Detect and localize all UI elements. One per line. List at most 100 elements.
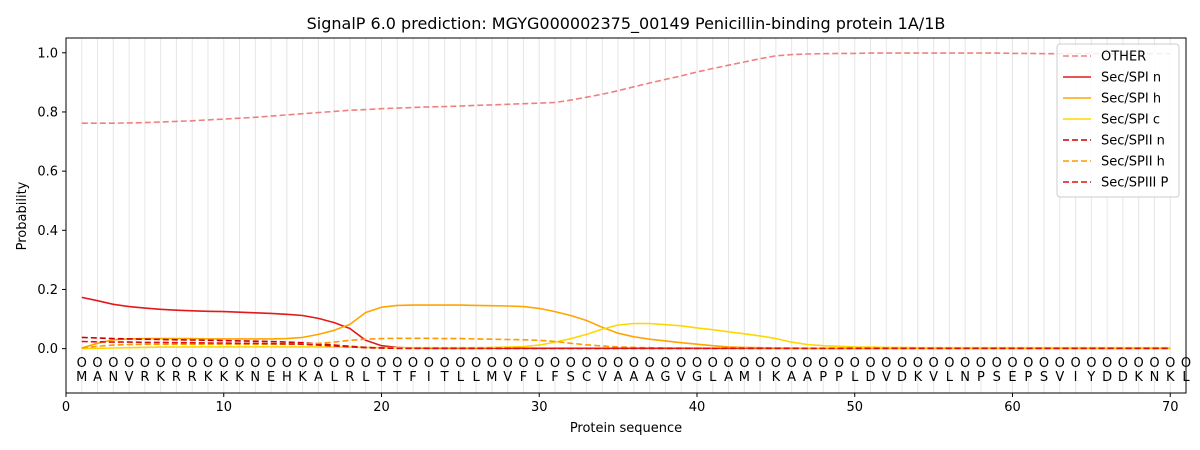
sequence-marker: O bbox=[487, 356, 497, 371]
sequence-marker: O bbox=[1149, 356, 1159, 371]
legend-label: Sec/SPII h bbox=[1101, 155, 1165, 170]
series-line-0 bbox=[81, 52, 1171, 124]
sequence-marker: O bbox=[92, 356, 102, 371]
sequence-marker: O bbox=[613, 356, 623, 371]
sequence-letter: M bbox=[76, 370, 87, 385]
sequence-letter: N bbox=[250, 370, 260, 385]
sequence-letter: P bbox=[835, 370, 843, 385]
y-tick-label: 1.0 bbox=[37, 46, 58, 61]
legend-label: Sec/SPII n bbox=[1101, 134, 1165, 149]
sequence-letter: V bbox=[882, 370, 891, 385]
sequence-letter: C bbox=[582, 370, 591, 385]
sequence-letter: N bbox=[108, 370, 118, 385]
sequence-marker: O bbox=[802, 356, 812, 371]
sequence-letter: V bbox=[677, 370, 686, 385]
sequence-letter: K bbox=[1166, 370, 1175, 385]
sequence-letter: S bbox=[567, 370, 575, 385]
sequence-letter: F bbox=[551, 370, 558, 385]
sequence-marker: O bbox=[1118, 356, 1128, 371]
sequence-letter: V bbox=[1055, 370, 1064, 385]
sequence-marker: O bbox=[282, 356, 292, 371]
sequence-marker: O bbox=[944, 356, 954, 371]
sequence-marker: O bbox=[723, 356, 733, 371]
sequence-letter: R bbox=[172, 370, 181, 385]
sequence-letter: D bbox=[865, 370, 875, 385]
sequence-marker: O bbox=[108, 356, 118, 371]
sequence-marker: O bbox=[897, 356, 907, 371]
sequence-marker: O bbox=[739, 356, 749, 371]
legend: OTHER Sec/SPI n Sec/SPI h Sec/SPI c Sec/SPII… bbox=[1056, 43, 1180, 198]
sequence-marker: O bbox=[439, 356, 449, 371]
sequence-letter: A bbox=[724, 370, 733, 385]
sequence-letter: L bbox=[331, 370, 339, 385]
sequence-marker: O bbox=[913, 356, 923, 371]
sequence-letter: P bbox=[819, 370, 827, 385]
sequence-marker: O bbox=[692, 356, 702, 371]
sequence-marker: O bbox=[1070, 356, 1080, 371]
sequence-letter: R bbox=[188, 370, 197, 385]
sequence-letter: V bbox=[503, 370, 512, 385]
sequence-marker: O bbox=[471, 356, 481, 371]
sequence-marker: O bbox=[408, 356, 418, 371]
sequence-marker: O bbox=[1086, 356, 1096, 371]
sequence-letter: V bbox=[598, 370, 607, 385]
sequence-marker: O bbox=[881, 356, 891, 371]
x-tick-label: 30 bbox=[531, 400, 548, 415]
sequence-letter: T bbox=[440, 370, 449, 385]
sequence-marker: O bbox=[645, 356, 655, 371]
sequence-letter: L bbox=[536, 370, 544, 385]
sequence-letter: I bbox=[758, 370, 762, 385]
sequence-marker: O bbox=[1102, 356, 1112, 371]
sequence-marker: O bbox=[771, 356, 781, 371]
sequence-marker: O bbox=[976, 356, 986, 371]
sequence-letter: L bbox=[709, 370, 717, 385]
sequence-marker: O bbox=[329, 356, 339, 371]
y-tick-label: 0.4 bbox=[37, 224, 58, 239]
legend-label: Sec/SPI c bbox=[1101, 113, 1160, 128]
sequence-letter: M bbox=[739, 370, 750, 385]
sequence-marker: O bbox=[203, 356, 213, 371]
legend-label: Sec/SPI h bbox=[1101, 92, 1161, 107]
x-tick-label: 50 bbox=[846, 400, 863, 415]
sequence-letter: L bbox=[946, 370, 954, 385]
sequence-marker: O bbox=[1165, 356, 1175, 371]
sequence-letter: T bbox=[377, 370, 386, 385]
sequence-letter: H bbox=[282, 370, 292, 385]
series-line-6 bbox=[81, 340, 1171, 350]
sequence-marker: O bbox=[581, 356, 591, 371]
sequence-letter: N bbox=[960, 370, 970, 385]
sequence-letter: V bbox=[929, 370, 938, 385]
sequence-marker: O bbox=[960, 356, 970, 371]
y-tick-label: 0.2 bbox=[37, 283, 58, 298]
sequence-letter: N bbox=[1150, 370, 1160, 385]
sequence-letter: L bbox=[851, 370, 859, 385]
sequence-letter: G bbox=[660, 370, 670, 385]
sequence-letter: K bbox=[156, 370, 165, 385]
sequence-letter: K bbox=[235, 370, 244, 385]
sequence-marker: O bbox=[629, 356, 639, 371]
sequence-letter: V bbox=[125, 370, 134, 385]
sequence-letter: A bbox=[614, 370, 623, 385]
sequence-letter: D bbox=[1118, 370, 1128, 385]
sequence-marker: O bbox=[550, 356, 560, 371]
sequence-letter: F bbox=[520, 370, 527, 385]
sequence-marker: O bbox=[361, 356, 371, 371]
x-axis-title: Protein sequence bbox=[570, 421, 682, 436]
sequence-letter: K bbox=[772, 370, 781, 385]
y-tick-label: 0.6 bbox=[37, 165, 58, 180]
sequence-letter: A bbox=[645, 370, 654, 385]
sequence-marker: O bbox=[234, 356, 244, 371]
sequence-letter: S bbox=[1040, 370, 1048, 385]
sequence-marker: O bbox=[818, 356, 828, 371]
sequence-marker: O bbox=[250, 356, 260, 371]
sequence-marker: O bbox=[77, 356, 87, 371]
sequence-letter: I bbox=[1074, 370, 1078, 385]
sequence-marker: O bbox=[992, 356, 1002, 371]
sequence-letter: D bbox=[897, 370, 907, 385]
sequence-marker: O bbox=[219, 356, 229, 371]
